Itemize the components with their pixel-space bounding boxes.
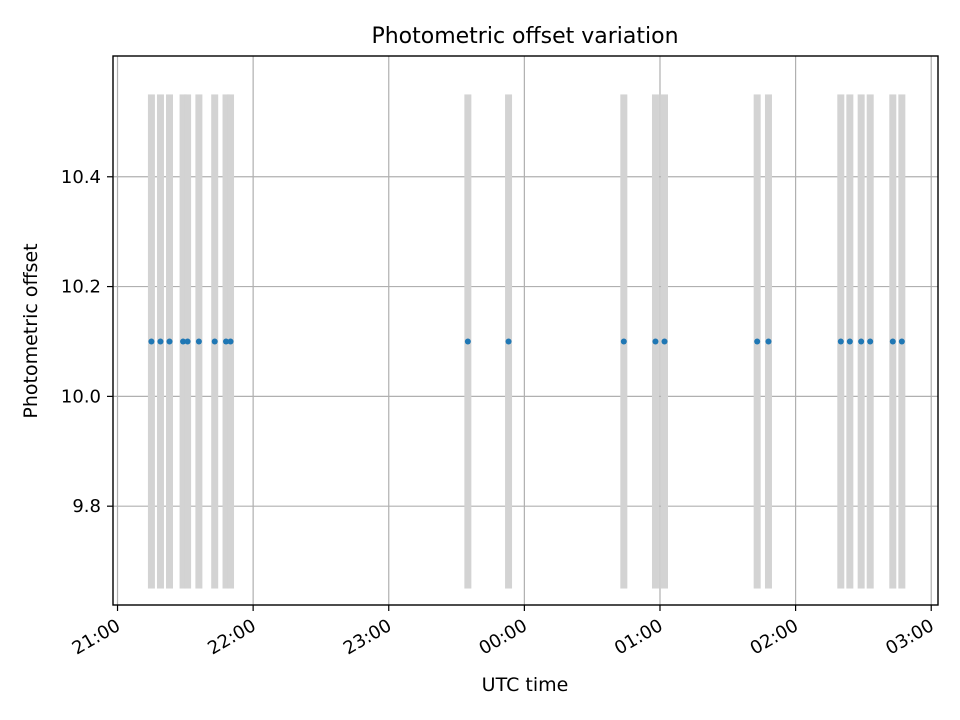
y-axis-label: Photometric offset: [20, 243, 42, 418]
y-tick-label: 10.0: [61, 386, 101, 407]
data-point: [166, 338, 173, 345]
grid: [113, 56, 938, 605]
data-point: [898, 338, 905, 345]
data-point: [754, 338, 761, 345]
data-point: [620, 338, 627, 345]
data-points: [148, 338, 905, 345]
data-point: [837, 338, 844, 345]
data-point: [223, 338, 230, 345]
y-tick-label: 9.8: [72, 496, 101, 517]
data-point: [867, 338, 874, 345]
data-point: [765, 338, 772, 345]
data-point: [464, 338, 471, 345]
data-point: [157, 338, 164, 345]
data-point: [211, 338, 218, 345]
data-point: [148, 338, 155, 345]
chart-title: Photometric offset variation: [371, 24, 678, 49]
data-point: [505, 338, 512, 345]
data-point: [846, 338, 853, 345]
data-point: [227, 338, 234, 345]
data-point: [195, 338, 202, 345]
data-point: [889, 338, 896, 345]
y-tick-label: 10.2: [61, 277, 101, 298]
y-axis-ticks: 9.8 10.0 10.2 10.4: [61, 167, 113, 517]
plot-frame: [112, 55, 939, 606]
data-point: [652, 338, 659, 345]
y-tick-label: 10.4: [61, 167, 101, 188]
x-axis-label: UTC time: [482, 674, 569, 696]
data-point: [858, 338, 865, 345]
data-point: [661, 338, 668, 345]
data-point: [184, 338, 191, 345]
data-point: [180, 338, 187, 345]
